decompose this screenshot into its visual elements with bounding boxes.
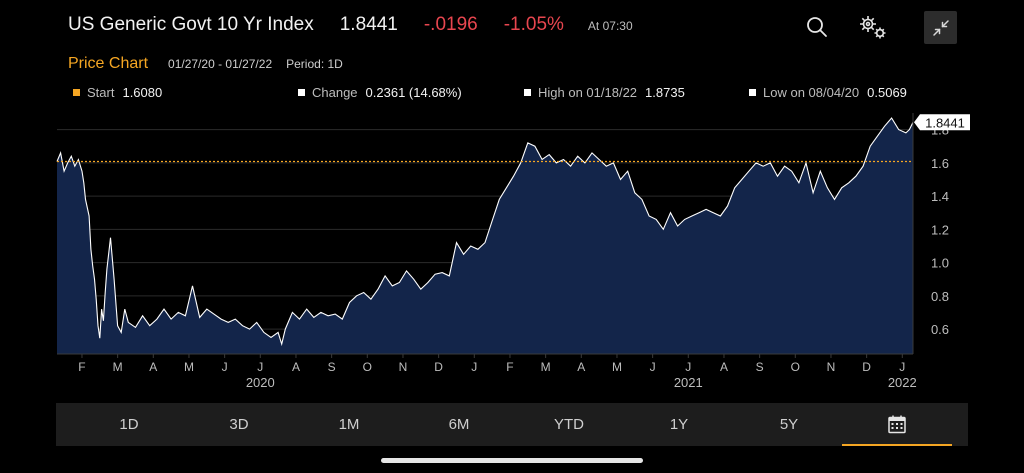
- year-label: 2022: [888, 375, 917, 390]
- x-tick-label: J: [222, 360, 228, 374]
- range-1d-button[interactable]: 1D: [119, 416, 139, 433]
- legend-high: High on 01/18/22 1.8735: [524, 84, 685, 100]
- x-tick-label: M: [113, 360, 123, 374]
- x-tick-label: F: [506, 360, 513, 374]
- range-5y-button[interactable]: 5Y: [779, 416, 799, 433]
- x-tick-label: M: [612, 360, 622, 374]
- x-tick-label: J: [650, 360, 656, 374]
- x-tick-label: D: [862, 360, 871, 374]
- calendar-icon: [888, 415, 906, 433]
- change-swatch: [298, 88, 305, 96]
- y-tick-label: 1.6: [931, 156, 949, 171]
- y-tick-label: 0.8: [931, 289, 949, 304]
- range-1y-button[interactable]: 1Y: [669, 416, 689, 433]
- range-6m-button[interactable]: 6M: [448, 416, 470, 433]
- year-label: 2020: [246, 375, 275, 390]
- high-label: High on 01/18/22: [538, 84, 638, 100]
- x-tick-label: A: [292, 360, 300, 374]
- range-selector: 1D 3D 1M 6M YTD 1Y 5Y: [56, 403, 968, 446]
- x-tick-label: M: [184, 360, 194, 374]
- legend-start: Start 1.6080: [73, 84, 162, 100]
- x-tick-label: O: [791, 360, 800, 374]
- range-3d-button[interactable]: 3D: [229, 416, 249, 433]
- legend-change: Change 0.2361 (14.68%): [298, 84, 462, 100]
- gears-icon: [860, 16, 886, 39]
- x-tick-label: S: [756, 360, 764, 374]
- y-tick-label: 1.4: [931, 189, 949, 204]
- y-tick-label: 1.2: [931, 222, 949, 237]
- search-button[interactable]: [802, 12, 832, 42]
- last-price-tag: [914, 114, 970, 131]
- x-tick-label: A: [720, 360, 728, 374]
- x-tick-label: A: [149, 360, 157, 374]
- custom-range-button[interactable]: [842, 403, 952, 446]
- high-value: 1.8735: [645, 84, 685, 100]
- x-tick-label: D: [434, 360, 443, 374]
- last-price-tag-text: 1.8441: [925, 115, 965, 130]
- collapse-arrows-icon: [932, 19, 949, 36]
- net-change: -.0196: [423, 14, 478, 35]
- security-title[interactable]: US Generic Govt 10 Yr Index: [68, 14, 314, 35]
- y-tick-labels: 0.60.81.01.21.41.61.8: [931, 123, 949, 337]
- range-1m-button[interactable]: 1M: [338, 416, 360, 433]
- header: US Generic Govt 10 Yr Index 1.8441 -.019…: [68, 14, 633, 40]
- start-swatch: [73, 88, 80, 96]
- x-tick-label: N: [399, 360, 408, 374]
- start-value: 1.6080: [122, 84, 163, 100]
- change-value: 0.2361 (14.68%): [365, 84, 462, 100]
- year-labels: 2020 2021 2022: [246, 375, 917, 390]
- date-range: 01/27/20 - 01/27/22: [168, 57, 273, 71]
- price-line: [56, 117, 914, 347]
- quote-time: At 07:30: [587, 19, 633, 33]
- x-tick-label: J: [685, 360, 691, 374]
- change-label: Change: [312, 84, 358, 100]
- collapse-button[interactable]: [924, 11, 957, 44]
- y-tick-label: 1.0: [931, 256, 949, 271]
- x-tick-label: F: [78, 360, 85, 374]
- home-indicator[interactable]: [381, 458, 643, 463]
- search-icon: [807, 17, 827, 37]
- high-swatch: [524, 88, 531, 96]
- x-tick-label: M: [541, 360, 551, 374]
- low-label: Low on 08/04/20: [763, 84, 860, 100]
- x-tick-label: J: [899, 360, 905, 374]
- price-area: [57, 118, 913, 354]
- last-price-label: 1.8441: [914, 114, 970, 131]
- period: Period: 1D: [286, 57, 343, 71]
- year-label: 2021: [674, 375, 703, 390]
- y-tick-label: 0.6: [931, 322, 949, 337]
- start-label: Start: [87, 84, 115, 100]
- x-tick-label: J: [471, 360, 477, 374]
- legend-low: Low on 08/04/20 0.5069: [749, 84, 907, 100]
- range-ytd-button[interactable]: YTD: [554, 416, 584, 433]
- x-tick-label: N: [827, 360, 836, 374]
- low-swatch: [749, 88, 756, 96]
- settings-button[interactable]: [856, 12, 890, 42]
- price-chart-header: Price Chart 01/27/20 - 01/27/22 Period: …: [68, 55, 343, 73]
- x-tick-label: S: [328, 360, 336, 374]
- x-tick-label: A: [577, 360, 585, 374]
- x-tick-label: O: [363, 360, 372, 374]
- price-area-chart[interactable]: 0.60.81.01.21.41.61.8 FMAMJJASONDJFMAMJJ…: [0, 105, 1024, 397]
- low-value: 0.5069: [867, 84, 907, 100]
- price-chart-title: Price Chart: [68, 55, 149, 72]
- percent-change: -1.05%: [503, 14, 564, 35]
- x-tick-label: J: [257, 360, 263, 374]
- last-price: 1.8441: [339, 14, 398, 35]
